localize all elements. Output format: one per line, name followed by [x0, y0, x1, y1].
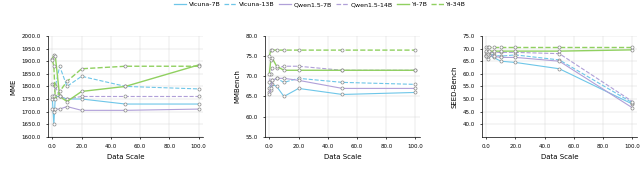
Y-axis label: MME: MME [10, 78, 16, 94]
X-axis label: Data Scale: Data Scale [107, 154, 144, 160]
Y-axis label: SEED-Bench: SEED-Bench [451, 65, 457, 108]
Legend: Vicuna-7B, Vicuna-13B, Qwen1.5-7B, Qwen1.5-14B, Yi-7B, Yi-34B: Vicuna-7B, Vicuna-13B, Qwen1.5-7B, Qwen1… [172, 0, 468, 10]
X-axis label: Data Scale: Data Scale [541, 154, 578, 160]
Y-axis label: MMBench: MMBench [234, 69, 240, 103]
X-axis label: Data Scale: Data Scale [324, 154, 361, 160]
